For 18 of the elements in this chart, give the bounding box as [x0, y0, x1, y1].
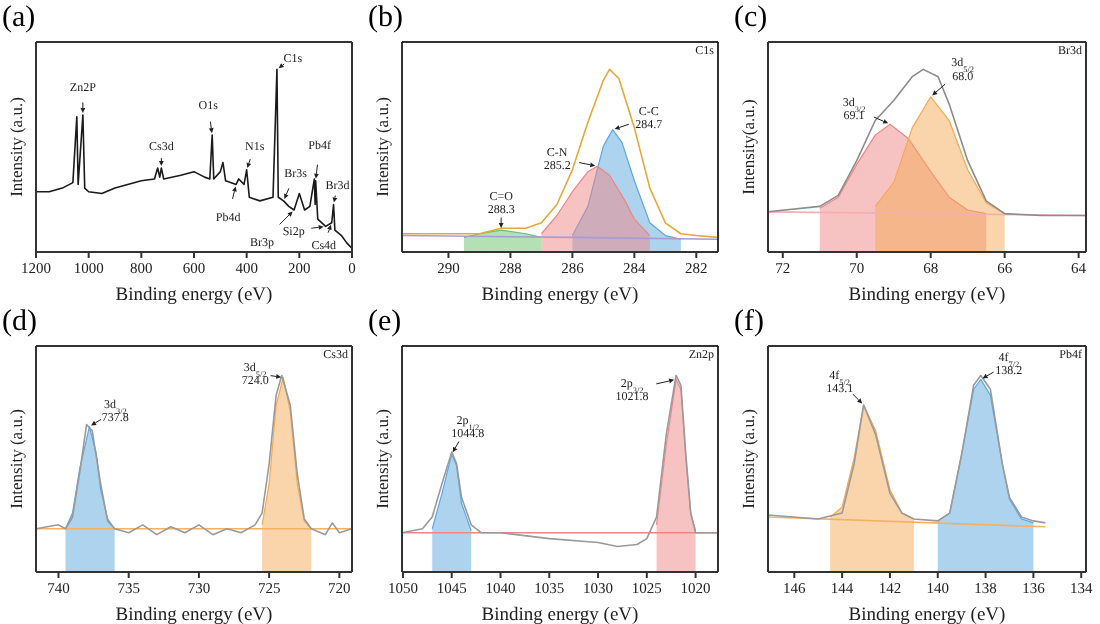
x-axis-title: Binding energy (eV): [115, 286, 273, 306]
x-axis-title: Binding energy (eV): [481, 286, 639, 306]
chart-title: (e): [368, 304, 402, 340]
x-axis-title: Binding energy (eV): [115, 606, 273, 624]
x-axis-title: Binding energy (eV): [848, 286, 1006, 306]
y-axis-title: Intensity (a.u.): [6, 96, 27, 197]
x-axis-title: Binding energy (eV): [481, 606, 639, 624]
chart-title: (c): [734, 0, 768, 36]
y-axis-title: Intensity (a.u.): [738, 408, 759, 509]
chart-title: (b): [368, 0, 403, 36]
y-axis-title: Intensity (a.u.): [372, 408, 393, 509]
chart-title: (a): [2, 0, 36, 36]
y-axis-title: Intensity (a.u.): [372, 96, 393, 197]
chart-title: (d): [2, 304, 37, 340]
y-axis-title: Intensity (a.u.): [6, 408, 27, 509]
y-axis-title: Intensity(a.u.): [738, 98, 759, 195]
chart-title: (f): [734, 304, 764, 340]
x-axis-title: Binding energy (eV): [848, 606, 1006, 624]
